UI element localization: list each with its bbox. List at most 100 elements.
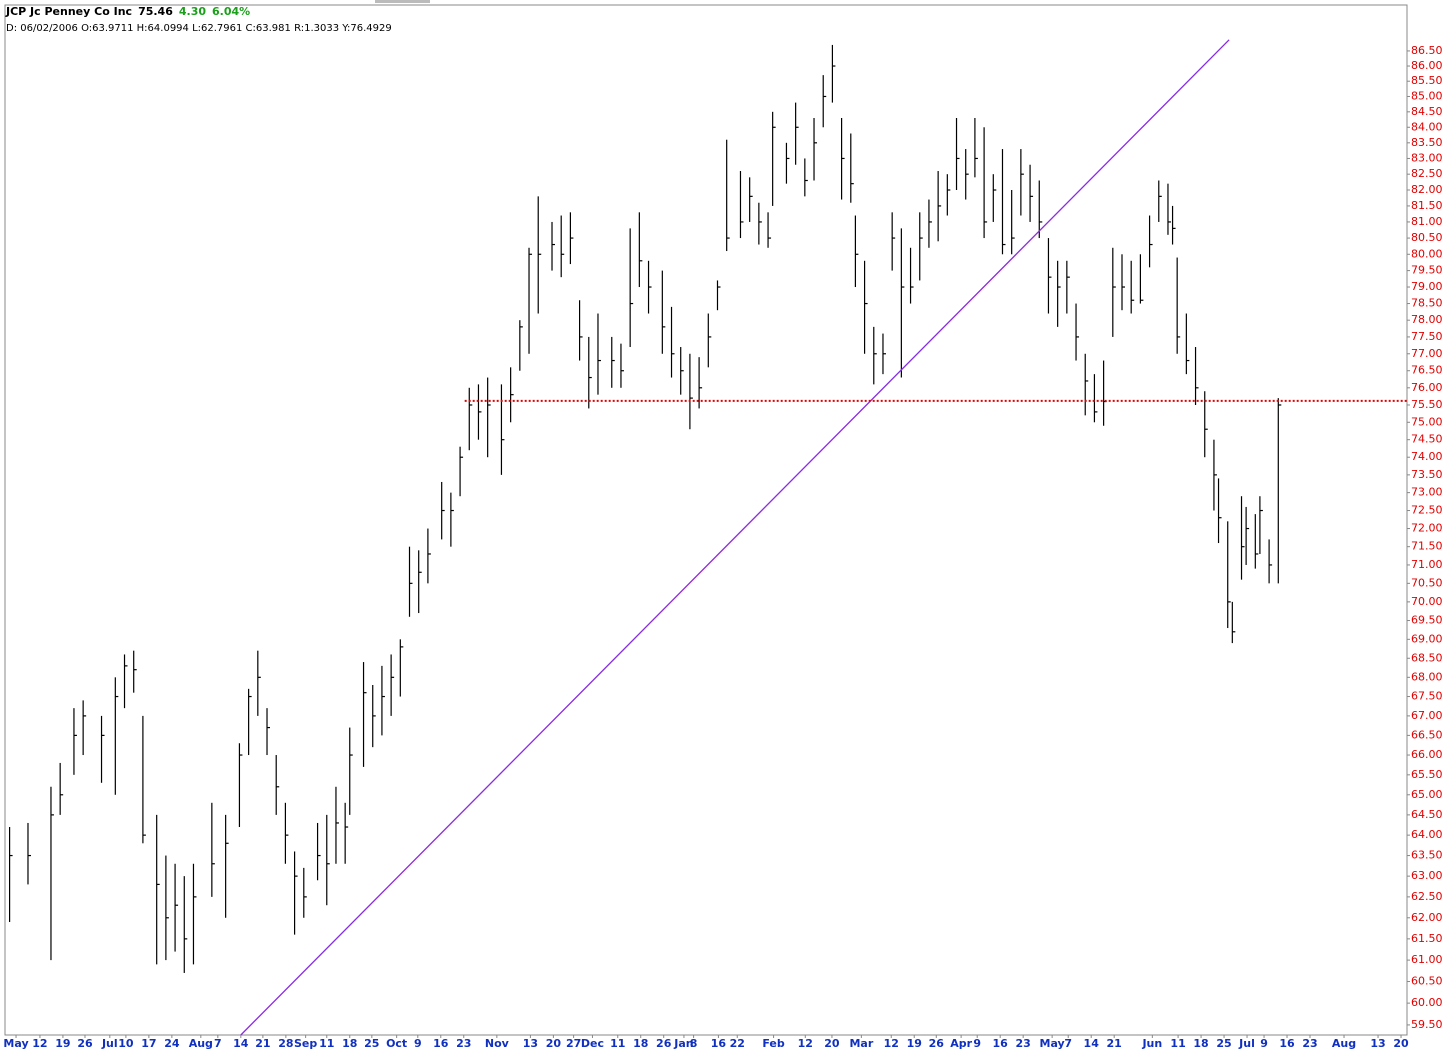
y-tick-label: 69.50 bbox=[1411, 614, 1442, 627]
y-tick-label: 63.50 bbox=[1411, 849, 1442, 862]
y-tick-label: 66.50 bbox=[1411, 728, 1442, 741]
x-tick-label: 11 bbox=[610, 1037, 625, 1050]
y-tick-label: 75.00 bbox=[1411, 415, 1442, 428]
y-tick-label: 65.00 bbox=[1411, 788, 1442, 801]
tab bbox=[375, 0, 430, 3]
y-tick-label: 70.50 bbox=[1411, 576, 1442, 589]
y-tick-label: 60.50 bbox=[1411, 975, 1442, 988]
x-tick-label: 12 bbox=[884, 1037, 899, 1050]
y-tick-label: 59.50 bbox=[1411, 1018, 1442, 1031]
x-tick-label: 26 bbox=[929, 1037, 945, 1050]
x-tick-label: 21 bbox=[1107, 1037, 1122, 1050]
y-tick-label: 65.50 bbox=[1411, 768, 1442, 781]
y-tick-label: 85.00 bbox=[1411, 89, 1442, 102]
y-tick-label: 80.00 bbox=[1411, 247, 1442, 260]
x-tick-label: May bbox=[1040, 1037, 1065, 1050]
x-tick-label: 11 bbox=[1170, 1037, 1185, 1050]
trendline bbox=[240, 39, 1230, 1036]
x-tick-label: 18 bbox=[342, 1037, 357, 1050]
x-tick-label: 20 bbox=[1393, 1037, 1409, 1050]
y-tick-label: 86.50 bbox=[1411, 44, 1442, 57]
x-tick-label: 7 bbox=[1064, 1037, 1072, 1050]
x-tick-label: 19 bbox=[907, 1037, 922, 1050]
change: 4.30 bbox=[178, 5, 206, 18]
y-tick-label: 64.50 bbox=[1411, 808, 1442, 821]
x-tick-label: Jun bbox=[1141, 1037, 1162, 1050]
y-tick-label: 77.00 bbox=[1411, 347, 1442, 360]
x-tick-label: 9 bbox=[973, 1037, 981, 1050]
x-tick-label: Sep bbox=[294, 1037, 317, 1050]
x-tick-label: 8 bbox=[690, 1037, 698, 1050]
y-tick-label: 77.50 bbox=[1411, 330, 1442, 343]
x-tick-label: 27 bbox=[566, 1037, 581, 1050]
y-tick-label: 82.00 bbox=[1411, 183, 1442, 196]
x-tick-label: Jan bbox=[673, 1037, 693, 1050]
y-tick-label: 75.50 bbox=[1411, 398, 1442, 411]
x-tick-label: 24 bbox=[164, 1037, 180, 1050]
x-tick-label: 16 bbox=[711, 1037, 727, 1050]
y-tick-label: 62.50 bbox=[1411, 890, 1442, 903]
y-tick-label: 82.50 bbox=[1411, 167, 1442, 180]
x-tick-label: 10 bbox=[118, 1037, 134, 1050]
y-tick-label: 66.00 bbox=[1411, 748, 1442, 761]
header: JCP Jc Penney Co Inc 75.46 4.30 6.04% D: 06… bbox=[6, 3, 392, 37]
x-tick-label: Dec bbox=[581, 1037, 604, 1050]
y-tick-label: 81.50 bbox=[1411, 199, 1442, 212]
x-tick-label: 7 bbox=[214, 1037, 222, 1050]
y-tick-label: 74.50 bbox=[1411, 433, 1442, 446]
x-tick-label: 26 bbox=[77, 1037, 93, 1050]
x-tick-label: 18 bbox=[1193, 1037, 1208, 1050]
x-tick-label: 16 bbox=[1279, 1037, 1295, 1050]
x-tick-label: 16 bbox=[993, 1037, 1009, 1050]
x-tick-label: 13 bbox=[523, 1037, 538, 1050]
x-tick-label: Mar bbox=[849, 1037, 873, 1050]
y-tick-label: 68.50 bbox=[1411, 651, 1442, 664]
x-tick-label: 12 bbox=[32, 1037, 47, 1050]
title: JCP Jc Penney Co Inc bbox=[6, 5, 133, 18]
y-tick-label: 73.00 bbox=[1411, 486, 1442, 499]
y-tick-label: 61.50 bbox=[1411, 932, 1442, 945]
y-tick-label: 71.00 bbox=[1411, 558, 1442, 571]
x-tick-label: May bbox=[3, 1037, 28, 1050]
x-tick-label: 25 bbox=[1216, 1037, 1231, 1050]
y-tick-label: 83.50 bbox=[1411, 136, 1442, 149]
x-tick-label: 26 bbox=[656, 1037, 672, 1050]
y-tick-label: 63.00 bbox=[1411, 869, 1442, 882]
y-tick-label: 72.50 bbox=[1411, 504, 1442, 517]
y-tick-label: 71.50 bbox=[1411, 540, 1442, 553]
y-tick-label: 67.50 bbox=[1411, 690, 1442, 703]
y-tick-label: 61.00 bbox=[1411, 953, 1442, 966]
y-tick-label: 67.00 bbox=[1411, 709, 1442, 722]
y-tick-label: 74.00 bbox=[1411, 450, 1442, 463]
x-tick-label: Aug bbox=[189, 1037, 213, 1050]
x-tick-label: Jul bbox=[1238, 1037, 1255, 1050]
x-tick-label: Oct bbox=[386, 1037, 407, 1050]
x-tick-label: 12 bbox=[798, 1037, 813, 1050]
x-tick-label: 18 bbox=[633, 1037, 648, 1050]
y-tick-label: 84.00 bbox=[1411, 120, 1442, 133]
x-tick-label: 16 bbox=[433, 1037, 449, 1050]
x-tick-label: 20 bbox=[546, 1037, 562, 1050]
y-tick-label: 79.50 bbox=[1411, 264, 1442, 277]
change-pct: 6.04% bbox=[212, 5, 251, 18]
x-tick-label: 11 bbox=[319, 1037, 334, 1050]
y-tick-label: 78.50 bbox=[1411, 297, 1442, 310]
x-tick-label: 21 bbox=[255, 1037, 270, 1050]
x-tick-label: Jul bbox=[101, 1037, 118, 1050]
last-price: 75.46 bbox=[138, 5, 173, 18]
y-tick-label: 62.00 bbox=[1411, 911, 1442, 924]
y-tick-label: 76.50 bbox=[1411, 364, 1442, 377]
y-tick-label: 81.00 bbox=[1411, 215, 1442, 228]
x-tick-label: 23 bbox=[1302, 1037, 1317, 1050]
x-tick-label: Nov bbox=[485, 1037, 510, 1050]
x-tick-label: 17 bbox=[141, 1037, 156, 1050]
x-tick-label: 9 bbox=[1260, 1037, 1268, 1050]
y-tick-label: 70.00 bbox=[1411, 595, 1442, 608]
x-tick-label: 28 bbox=[278, 1037, 293, 1050]
y-tick-label: 79.00 bbox=[1411, 280, 1442, 293]
x-tick-label: 25 bbox=[364, 1037, 379, 1050]
y-tick-label: 69.00 bbox=[1411, 632, 1442, 645]
y-tick-label: 84.50 bbox=[1411, 105, 1442, 118]
